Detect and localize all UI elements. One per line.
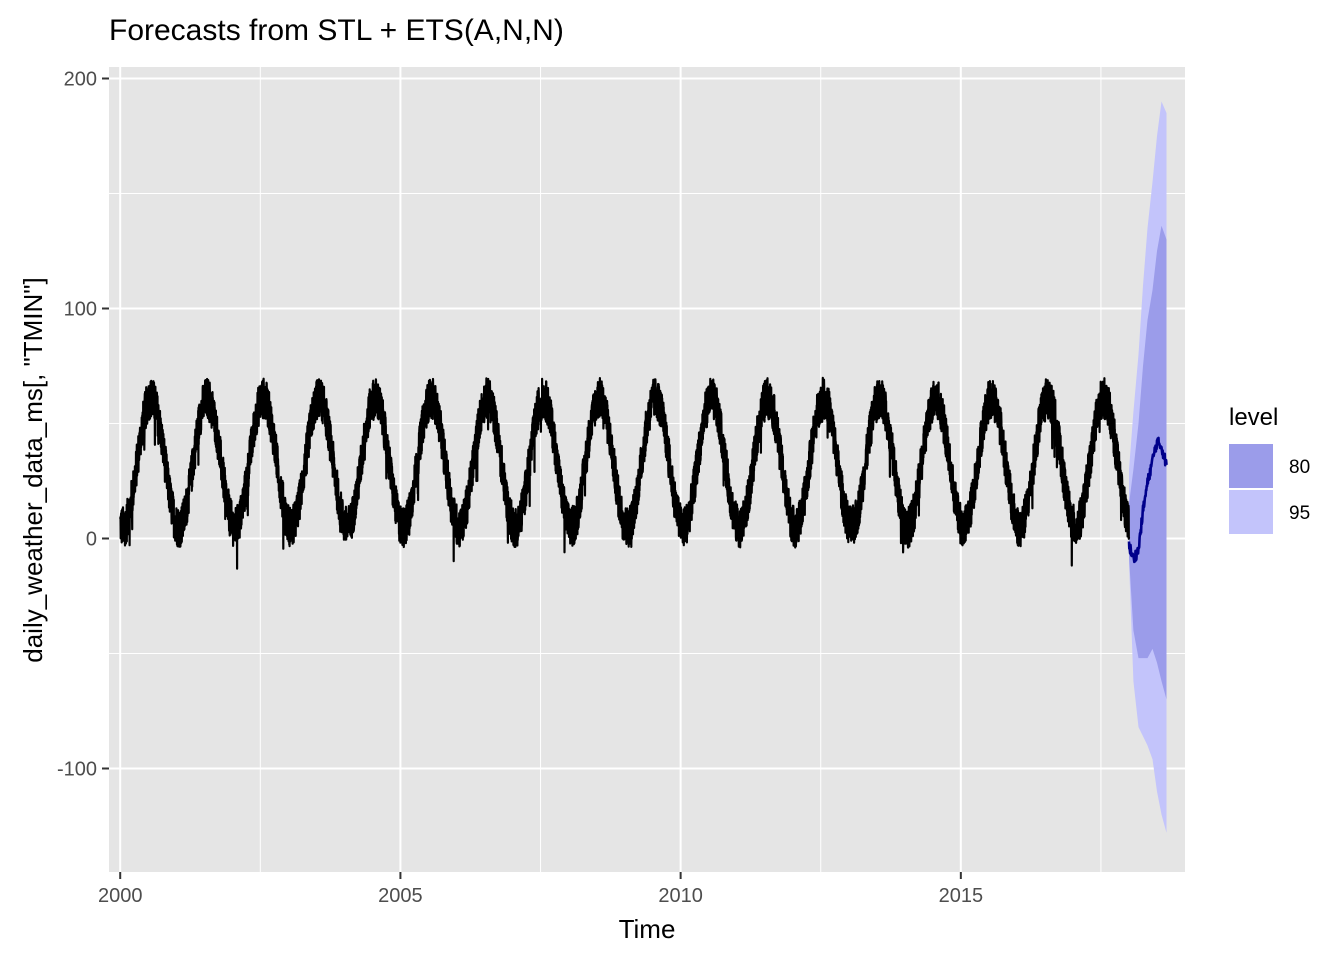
chart-title: Forecasts from STL + ETS(A,N,N) xyxy=(109,14,564,47)
forecast-intervals xyxy=(1129,101,1167,833)
axis-ticks: 2000 2005 2010 2015 -100 0 100 200 xyxy=(57,69,983,908)
series-line-history xyxy=(119,376,1131,570)
x-tick-label: 2000 xyxy=(98,885,143,907)
legend: level 80 95 xyxy=(1229,404,1310,534)
legend-label-95: 95 xyxy=(1289,503,1310,524)
x-axis-title: Time xyxy=(619,914,676,944)
y-tick-label: -100 xyxy=(57,759,97,781)
legend-swatch-80 xyxy=(1229,444,1273,488)
y-tick-label: 0 xyxy=(86,529,97,551)
x-tick-label: 2010 xyxy=(658,885,703,907)
x-tick-label: 2015 xyxy=(939,885,984,907)
x-tick-label: 2005 xyxy=(378,885,423,907)
legend-swatch-95 xyxy=(1229,490,1273,534)
series-lines xyxy=(119,376,1168,570)
series-line-forecast xyxy=(1127,436,1168,564)
y-tick-label: 100 xyxy=(64,299,97,321)
y-tick-label: 200 xyxy=(64,69,97,91)
plot-panel xyxy=(109,67,1185,872)
interval-band-80 xyxy=(1129,225,1167,700)
legend-title: level xyxy=(1229,404,1278,431)
legend-label-80: 80 xyxy=(1289,457,1310,478)
y-axis-title: daily_weather_data_ms[, "TMIN"] xyxy=(18,277,48,663)
